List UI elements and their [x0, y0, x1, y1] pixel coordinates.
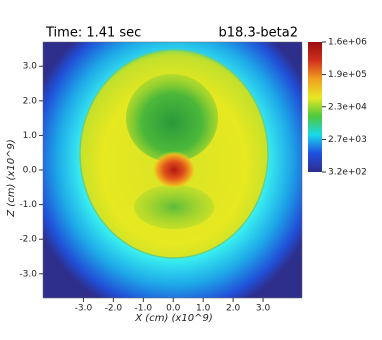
- x-tick-label: -3.0: [75, 304, 93, 314]
- y-tick-label: 0.0: [23, 166, 38, 176]
- heatmap-field: [43, 42, 302, 298]
- y-tick-label: 2.0: [23, 96, 38, 106]
- y-axis-label: Z (cm) (x10^9): [6, 139, 17, 217]
- y-tick-label: -3.0: [19, 269, 37, 279]
- colorbar-tick-label: 3.2e+02: [328, 168, 367, 178]
- colorbar-tick-label: 2.3e+04: [328, 102, 367, 112]
- x-tick-label: -1.0: [135, 304, 153, 314]
- field-core: [152, 151, 196, 189]
- x-tick-label: -2.0: [105, 304, 123, 314]
- x-tick-label: 2.0: [226, 304, 241, 314]
- field-lower-region: [134, 185, 214, 229]
- y-tick-label: 3.0: [23, 62, 38, 72]
- y-tick-label: -2.0: [19, 235, 37, 245]
- field-upper-region: [126, 74, 218, 162]
- x-axis-label: X (cm) (x10^9): [134, 313, 212, 324]
- time-label: Time: 1.41 sec: [45, 26, 141, 41]
- chart-title: b18.3-beta2: [219, 26, 298, 41]
- colorbar: [308, 42, 322, 172]
- y-tick-label: 1.0: [23, 131, 38, 141]
- x-tick-label: 0.0: [166, 304, 181, 314]
- colorbar-tick-label: 1.6e+06: [328, 38, 367, 48]
- y-tick-label: -1.0: [19, 200, 37, 210]
- x-tick-label: 3.0: [256, 304, 271, 314]
- colorbar-tick-label: 2.7e+03: [328, 135, 367, 145]
- x-tick-label: 1.0: [196, 304, 211, 314]
- colorbar-tick-label: 1.9e+05: [328, 70, 367, 80]
